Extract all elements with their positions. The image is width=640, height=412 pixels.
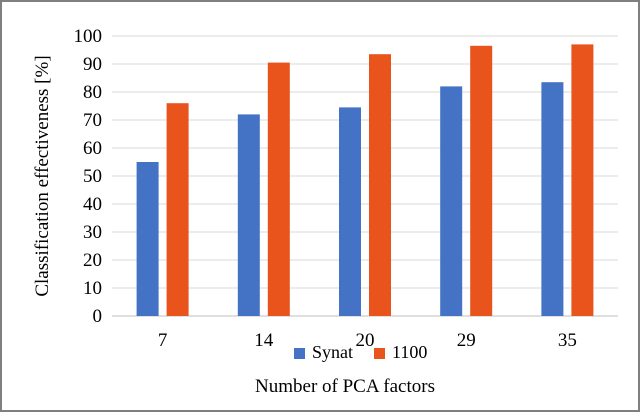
bar-synat-20 [339,107,361,317]
bar-1100-7 [166,103,189,316]
x-category-label: 7 [158,330,168,351]
bar-synat-14 [237,114,260,317]
x-category-label: 29 [457,330,476,351]
x-category-label: 35 [558,330,577,351]
y-tick-label: 100 [74,26,103,47]
y-axis-label: Classification effectiveness [%] [32,55,53,296]
bar-1100-35 [571,44,594,317]
x-axis-label: Number of PCA factors [255,376,435,397]
bars [136,44,594,317]
legend-label-1100: 1100 [392,342,427,362]
legend-label-synat: Synat [312,342,353,362]
bar-1100-29 [470,45,493,317]
bar-synat-35 [541,82,564,316]
y-tick-label: 70 [83,110,102,131]
bar-synat-7 [136,162,159,316]
legend-swatch-synat [294,348,305,359]
x-category-label: 14 [254,330,274,351]
bar-1100-20 [369,54,391,316]
y-tick-label: 40 [83,194,102,215]
legend-swatch-1100 [374,348,385,359]
y-tick-label: 10 [83,278,102,299]
bar-1100-14 [267,62,290,316]
x-axis-categories: 7 14 20 29 35 [158,330,577,351]
y-tick-label: 20 [83,250,102,271]
legend: Synat 1100 [294,342,427,362]
gridlines [112,35,618,317]
y-tick-label: 60 [83,138,102,159]
y-tick-label: 50 [83,166,102,187]
y-tick-label: 30 [83,222,102,243]
y-tick-label: 0 [93,306,103,327]
bar-synat-29 [440,86,463,317]
x-category-label: 20 [356,330,375,351]
y-axis-ticks: 0 10 20 30 40 50 60 70 80 90 100 [74,26,103,327]
y-tick-label: 80 [83,82,102,103]
y-tick-label: 90 [83,54,102,75]
